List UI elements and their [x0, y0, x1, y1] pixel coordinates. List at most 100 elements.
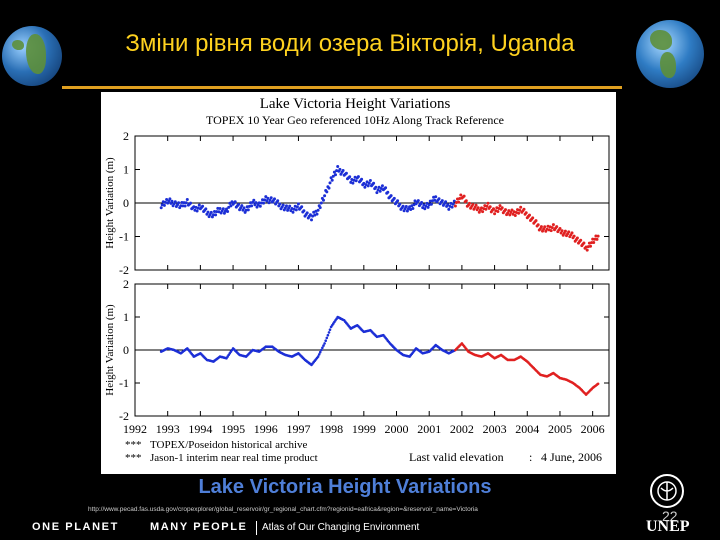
data-point	[376, 188, 380, 192]
data-point	[386, 190, 390, 194]
data-point	[206, 210, 210, 214]
data-point	[328, 328, 332, 331]
data-point	[197, 203, 201, 207]
annotation-separator: :	[529, 450, 532, 464]
data-point	[294, 208, 298, 212]
data-point	[453, 204, 457, 208]
legend-marker-topex: ***	[125, 439, 142, 451]
data-point	[522, 207, 526, 211]
data-point	[162, 203, 166, 207]
data-point	[209, 210, 213, 214]
title-divider	[62, 86, 622, 89]
data-point	[325, 190, 329, 194]
annotation-value: 4 June, 2006	[541, 450, 602, 464]
data-point	[173, 200, 177, 204]
legend-label-topex: TOPEX/Poseidon historical archive	[150, 439, 308, 451]
x-tick-label: 1996	[254, 422, 278, 436]
data-point	[450, 205, 454, 209]
data-point	[273, 197, 276, 201]
data-point	[213, 210, 216, 213]
x-tick-label: 1997	[286, 422, 310, 436]
data-point	[336, 165, 340, 168]
data-point	[496, 210, 500, 213]
data-point	[375, 191, 379, 195]
data-point	[327, 186, 331, 190]
data-point	[326, 333, 330, 337]
data-point	[319, 201, 323, 205]
data-point	[308, 213, 312, 217]
unep-emblem-icon	[650, 474, 684, 508]
x-tick-label: 1993	[156, 422, 180, 436]
data-point	[531, 216, 535, 220]
data-point	[596, 382, 600, 386]
data-point	[488, 205, 492, 209]
data-point	[474, 203, 478, 207]
data-point	[558, 227, 562, 230]
data-point	[536, 223, 540, 227]
x-tick-label: 2004	[515, 422, 539, 436]
data-point	[344, 171, 348, 175]
data-point	[389, 194, 393, 198]
data-point	[413, 199, 417, 203]
data-point	[217, 210, 221, 214]
data-point	[214, 213, 218, 217]
data-point	[592, 241, 596, 244]
data-point	[269, 196, 273, 200]
data-point	[476, 206, 480, 210]
data-point	[511, 212, 515, 216]
data-point	[325, 336, 329, 340]
y-tick-label: 2	[123, 277, 129, 291]
y-tick-label: 1	[123, 310, 129, 324]
data-point	[555, 225, 559, 229]
data-point	[367, 181, 371, 185]
y-axis-label: Height Variation (m)	[104, 157, 116, 249]
data-point	[291, 210, 295, 214]
data-point	[368, 179, 372, 182]
data-point	[579, 238, 583, 242]
data-point	[374, 185, 378, 189]
data-point	[424, 204, 428, 208]
y-tick-label: -1	[119, 230, 129, 244]
plot-panel-top: 2 1 0 -1 -2 Height Variation (m)	[104, 129, 610, 277]
data-point	[185, 198, 189, 201]
data-point	[310, 218, 313, 222]
data-point	[165, 198, 169, 201]
data-point	[493, 212, 497, 216]
lake-height-chart: Lake Victoria Height Variations TOPEX 10…	[104, 96, 610, 464]
data-point	[225, 207, 228, 211]
data-point	[398, 202, 402, 206]
data-point	[323, 194, 327, 198]
data-point	[372, 181, 376, 185]
data-point	[582, 241, 586, 245]
data-point	[268, 198, 272, 202]
data-point	[589, 244, 592, 248]
data-point	[230, 200, 234, 204]
data-point	[596, 234, 600, 238]
x-tick-label: 1992	[123, 422, 147, 436]
chart-subtitle: TOPEX 10 Year Geo referenced 10Hz Along …	[206, 113, 504, 127]
data-point	[509, 210, 513, 214]
data-point	[329, 176, 333, 180]
data-point	[363, 185, 367, 189]
data-point	[240, 204, 244, 208]
data-point	[259, 201, 263, 205]
source-link[interactable]: http://www.pecad.fas.usda.gov/cropexplor…	[88, 506, 478, 513]
data-point	[316, 355, 320, 358]
x-tick-label: 2001	[417, 422, 441, 436]
data-point	[416, 199, 420, 203]
data-point	[411, 207, 415, 210]
data-point	[462, 194, 466, 198]
footer-one-planet: ONE PLANET	[32, 521, 119, 533]
data-point	[351, 181, 355, 185]
data-point	[242, 206, 246, 210]
data-point	[517, 211, 521, 215]
data-point	[593, 237, 597, 241]
data-point	[468, 201, 471, 205]
plot-panel-bottom: 2 1 0 -1 -2 Height Variation (m)	[104, 277, 610, 423]
page-number: 22	[662, 508, 678, 524]
data-point	[510, 208, 514, 212]
data-point	[278, 202, 282, 206]
data-point	[265, 199, 269, 203]
x-tick-label: 2002	[450, 422, 474, 436]
data-point	[528, 213, 531, 217]
